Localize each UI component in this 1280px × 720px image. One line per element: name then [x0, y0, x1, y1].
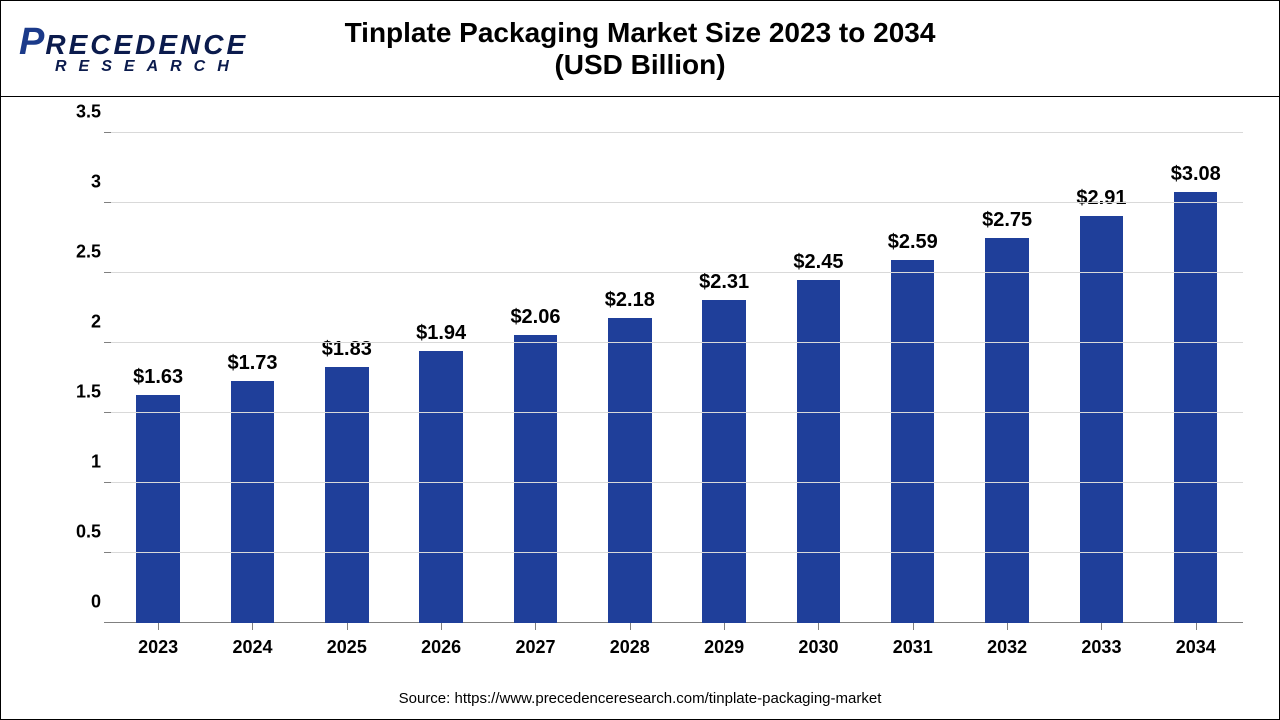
y-tick-mark: [104, 132, 111, 133]
y-tick-mark: [104, 272, 111, 273]
x-tick-mark: [441, 623, 442, 630]
x-tick-label: 2031: [893, 637, 933, 658]
bar-value-label: $2.45: [793, 251, 843, 274]
y-tick-mark: [104, 552, 111, 553]
y-tick-mark: [104, 342, 111, 343]
x-tick-label: 2027: [515, 637, 555, 658]
y-tick-label: 0.5: [51, 522, 101, 543]
y-tick-label: 2.5: [51, 242, 101, 263]
x-tick-mark: [1196, 623, 1197, 630]
bar: [231, 381, 274, 623]
logo-sub: RESEARCH: [55, 59, 241, 75]
x-tick-label: 2025: [327, 637, 367, 658]
y-tick-label: 3: [51, 172, 101, 193]
bar: [1080, 216, 1123, 623]
bar: [514, 335, 557, 623]
x-tick-mark: [1007, 623, 1008, 630]
bar: [325, 367, 368, 623]
title-line-1: Tinplate Packaging Market Size 2023 to 2…: [345, 17, 936, 49]
x-tick-label: 2024: [232, 637, 272, 658]
bar-slot: $2.062027: [488, 133, 582, 623]
x-tick-mark: [630, 623, 631, 630]
bar-slot: $3.082034: [1149, 133, 1243, 623]
bar: [136, 395, 179, 623]
title-band: P RECEDENCE RESEARCH Tinplate Packaging …: [1, 1, 1279, 97]
gridline: [111, 482, 1243, 483]
chart-zone: $1.632023$1.732024$1.832025$1.942026$2.0…: [1, 97, 1279, 719]
chart-title: Tinplate Packaging Market Size 2023 to 2…: [345, 17, 936, 81]
x-tick-label: 2026: [421, 637, 461, 658]
source-caption: Source: https://www.precedenceresearch.c…: [1, 690, 1279, 707]
bar-value-label: $2.31: [699, 271, 749, 294]
chart-container: P RECEDENCE RESEARCH Tinplate Packaging …: [0, 0, 1280, 720]
x-tick-label: 2032: [987, 637, 1027, 658]
bar-value-label: $1.63: [133, 366, 183, 389]
bar: [985, 238, 1028, 623]
bar: [797, 280, 840, 623]
x-tick-mark: [724, 623, 725, 630]
bar-slot: $2.182028: [583, 133, 677, 623]
x-tick-mark: [158, 623, 159, 630]
bar-slot: $1.832025: [300, 133, 394, 623]
bar: [419, 351, 462, 623]
y-tick-label: 1.5: [51, 382, 101, 403]
bar-value-label: $2.18: [605, 289, 655, 312]
bars-group: $1.632023$1.732024$1.832025$1.942026$2.0…: [111, 133, 1243, 623]
y-tick-label: 0: [51, 592, 101, 613]
bar-value-label: $2.75: [982, 209, 1032, 232]
x-tick-mark: [252, 623, 253, 630]
x-tick-label: 2033: [1081, 637, 1121, 658]
y-tick-mark: [104, 622, 111, 623]
bar-slot: $2.452030: [771, 133, 865, 623]
bar-slot: $2.912033: [1054, 133, 1148, 623]
bar-value-label: $1.73: [227, 352, 277, 375]
x-tick-mark: [535, 623, 536, 630]
bar-slot: $2.592031: [866, 133, 960, 623]
bar-value-label: $2.59: [888, 231, 938, 254]
bar-slot: $1.732024: [205, 133, 299, 623]
bar-value-label: $3.08: [1171, 163, 1221, 186]
bar: [702, 300, 745, 623]
y-tick-mark: [104, 202, 111, 203]
bar-value-label: $2.06: [510, 306, 560, 329]
x-tick-mark: [347, 623, 348, 630]
gridline: [111, 132, 1243, 133]
gridline: [111, 552, 1243, 553]
bar-slot: $1.942026: [394, 133, 488, 623]
gridline: [111, 342, 1243, 343]
title-line-2: (USD Billion): [345, 49, 936, 81]
y-tick-label: 2: [51, 312, 101, 333]
gridline: [111, 412, 1243, 413]
x-tick-mark: [913, 623, 914, 630]
x-tick-label: 2034: [1176, 637, 1216, 658]
bar: [1174, 192, 1217, 623]
x-tick-mark: [818, 623, 819, 630]
x-tick-mark: [1101, 623, 1102, 630]
y-tick-label: 1: [51, 452, 101, 473]
y-tick-label: 3.5: [51, 102, 101, 123]
x-tick-label: 2029: [704, 637, 744, 658]
x-tick-label: 2023: [138, 637, 178, 658]
logo-p: P: [19, 23, 43, 61]
bar: [608, 318, 651, 623]
bar-value-label: $2.91: [1076, 187, 1126, 210]
bar-slot: $2.752032: [960, 133, 1054, 623]
gridline: [111, 202, 1243, 203]
bar-slot: $2.312029: [677, 133, 771, 623]
x-tick-label: 2028: [610, 637, 650, 658]
plot-area: $1.632023$1.732024$1.832025$1.942026$2.0…: [111, 133, 1243, 623]
x-tick-label: 2030: [798, 637, 838, 658]
brand-logo: P RECEDENCE RESEARCH: [19, 23, 248, 75]
y-tick-mark: [104, 412, 111, 413]
bar: [891, 260, 934, 623]
logo-rest: RECEDENCE: [45, 31, 248, 59]
y-tick-mark: [104, 482, 111, 483]
bar-slot: $1.632023: [111, 133, 205, 623]
gridline: [111, 272, 1243, 273]
